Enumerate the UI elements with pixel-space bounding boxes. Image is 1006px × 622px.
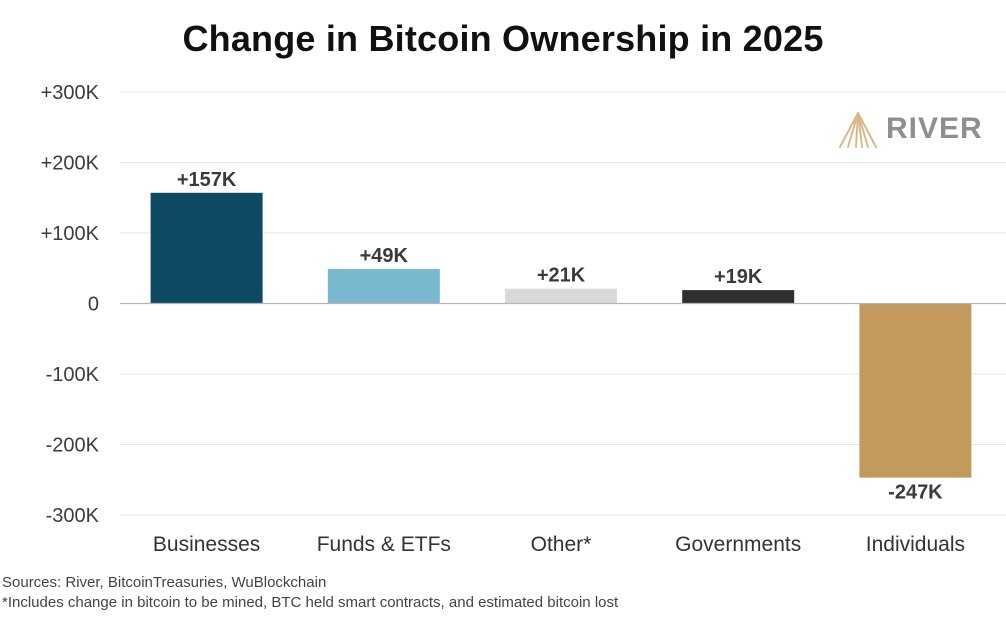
footnote: *Includes change in bitcoin to be mined,… [2,594,619,611]
brand-name: RIVER [886,112,983,145]
y-tick-label: 0 [88,294,99,316]
y-tick-label: -300K [46,505,100,527]
x-tick-label: Individuals [866,533,965,556]
bar [682,290,795,304]
x-tick-label: Funds & ETFs [317,533,451,556]
bar [327,268,440,304]
y-tick-label: +100K [41,223,100,245]
x-tick-label: Businesses [153,533,260,556]
bar [505,288,617,304]
data-label: +21K [537,265,586,287]
y-tick-label: -100K [46,364,100,386]
x-tick-label: Other* [531,533,592,556]
data-label: +157K [177,169,237,191]
bar [150,192,263,304]
data-label: +49K [360,245,409,267]
river-mountain-logo-icon [839,112,877,148]
bar [859,303,972,478]
chart-title: Change in Bitcoin Ownership in 2025 [182,18,824,59]
sources-note: Sources: River, BitcoinTreasuries, WuBlo… [2,574,327,591]
brand-logo: RIVER [836,106,983,152]
y-tick-label: -200K [46,435,100,457]
chart-notes: Sources: River, BitcoinTreasuries, WuBlo… [2,573,618,613]
y-tick-label: +300K [41,82,100,104]
data-label: -247K [888,482,943,504]
x-tick-label: Governments [675,533,801,556]
y-tick-label: +200K [41,153,100,175]
data-label: +19K [714,266,763,288]
